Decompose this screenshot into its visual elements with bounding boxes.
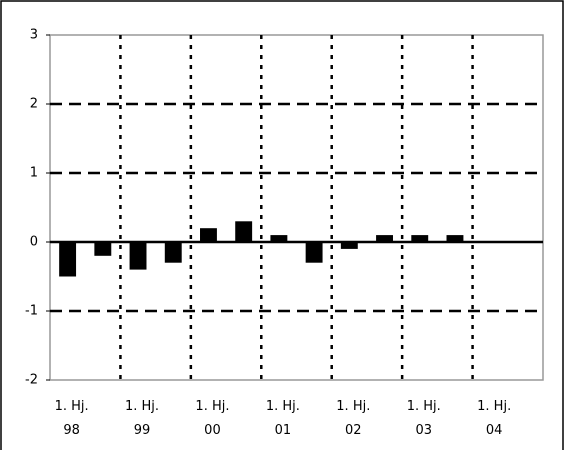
x-tick-label: 1. Hj. 02 xyxy=(336,399,371,438)
bar xyxy=(340,242,358,249)
y-tick-label: 2 xyxy=(30,97,38,112)
bar xyxy=(411,235,429,242)
bar xyxy=(59,242,77,277)
bar xyxy=(270,235,288,242)
y-tick-label: -1 xyxy=(25,304,38,319)
x-tick-label: 1. Hj. 99 xyxy=(125,399,160,438)
bar xyxy=(446,235,464,242)
x-tick-label: 1. Hj. 00 xyxy=(195,399,230,438)
y-tick-label: 3 xyxy=(30,28,38,43)
bar xyxy=(235,221,253,242)
bar xyxy=(200,228,217,242)
y-tick-label: 0 xyxy=(30,235,38,250)
x-tick-label: 1. Hj. 98 xyxy=(54,399,89,438)
plot-area xyxy=(49,34,544,381)
bar xyxy=(94,242,112,256)
y-tick-label: 1 xyxy=(30,166,38,181)
bar xyxy=(376,235,393,242)
x-tick-label: 1. Hj. 01 xyxy=(265,399,300,438)
x-tick-label: 1. Hj. 03 xyxy=(406,399,441,438)
y-tick-label: -2 xyxy=(25,373,38,388)
bar xyxy=(129,242,147,270)
bar xyxy=(164,242,182,263)
x-tick-label: 1. Hj. 04 xyxy=(477,399,512,438)
bar xyxy=(305,242,323,263)
